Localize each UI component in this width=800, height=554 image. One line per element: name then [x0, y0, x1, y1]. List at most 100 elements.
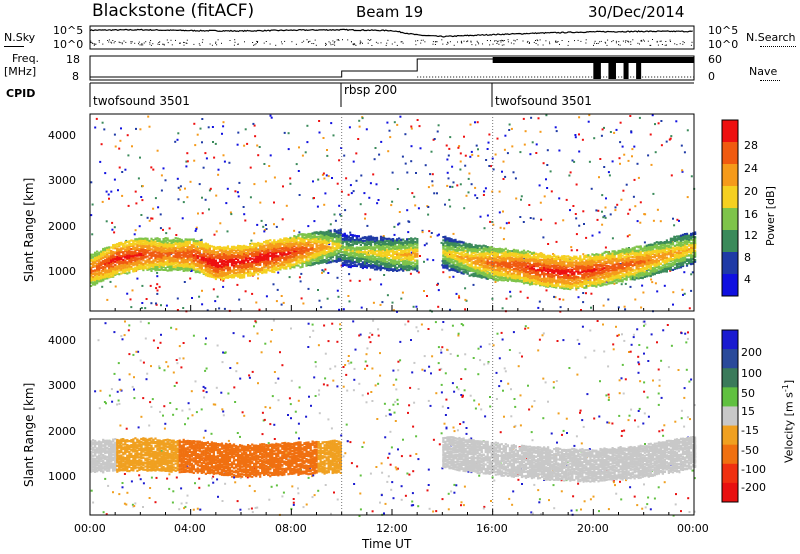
speckle — [218, 307, 221, 310]
data-cell — [392, 255, 395, 258]
speckle — [205, 157, 208, 160]
data-cell — [345, 234, 348, 237]
speckle — [429, 235, 432, 238]
data-cell — [309, 246, 312, 249]
data-cell — [140, 245, 143, 248]
data-cell — [130, 267, 133, 270]
data-cell — [408, 252, 411, 255]
speckle — [275, 300, 278, 303]
speckle — [651, 281, 654, 284]
data-cell — [321, 234, 324, 237]
noise-search-dot — [328, 41, 330, 43]
data-cell — [390, 249, 393, 252]
data-cell — [339, 244, 342, 247]
speckle — [611, 160, 614, 163]
noise-search-dot — [453, 44, 455, 46]
speckle — [90, 214, 93, 217]
speckle — [553, 295, 556, 298]
data-cell — [206, 256, 209, 259]
data-cell — [128, 252, 131, 255]
data-cell — [106, 277, 109, 280]
data-cell — [190, 265, 193, 268]
noise-search-dot — [329, 42, 331, 44]
data-cell — [373, 240, 377, 243]
data-cell — [218, 260, 222, 263]
data-cell — [212, 264, 215, 267]
data-cell — [392, 262, 395, 265]
data-cell — [202, 261, 205, 264]
data-cell — [164, 257, 167, 260]
data-cell — [130, 248, 133, 251]
speckle — [313, 197, 315, 199]
data-cell — [245, 256, 248, 260]
speckle — [632, 195, 635, 198]
data-cell — [398, 237, 401, 240]
data-cell — [386, 246, 389, 249]
data-cell — [251, 260, 254, 263]
data-cell — [375, 250, 379, 253]
speckle — [375, 183, 378, 186]
speckle — [90, 181, 93, 184]
speckle — [223, 160, 226, 163]
data-cell — [319, 253, 322, 256]
speckle — [488, 133, 491, 136]
noise-search-dot — [496, 43, 498, 44]
data-cell — [379, 240, 383, 243]
data-cell — [204, 263, 207, 266]
data-cell — [257, 267, 260, 270]
data-cell — [243, 259, 246, 262]
data-cell — [200, 243, 203, 247]
noise-search-dot — [622, 40, 624, 42]
data-cell — [377, 242, 381, 245]
data-cell — [381, 257, 385, 260]
data-cell — [138, 259, 141, 263]
data-cell — [247, 262, 250, 265]
data-cell — [239, 275, 242, 278]
speckle — [540, 218, 543, 221]
data-cell — [377, 246, 381, 249]
data-cell — [243, 261, 246, 265]
data-cell — [301, 239, 304, 242]
data-cell — [116, 249, 119, 252]
data-cell — [283, 259, 286, 262]
data-cell — [257, 264, 260, 267]
speckle — [423, 290, 425, 292]
noise-search-dot — [501, 40, 503, 41]
data-cell — [194, 247, 197, 251]
data-cell — [162, 259, 165, 262]
data-cell — [335, 253, 338, 256]
data-cell — [309, 245, 312, 248]
data-cell — [172, 255, 175, 258]
data-cell — [156, 246, 159, 249]
data-cell — [383, 240, 387, 243]
data-cell — [275, 244, 278, 247]
data-cell — [202, 248, 205, 251]
speckle — [229, 211, 232, 214]
speckle — [95, 117, 98, 120]
data-cell — [122, 260, 125, 263]
data-cell — [226, 257, 230, 260]
data-cell — [267, 262, 270, 265]
data-cell — [134, 242, 137, 246]
data-cell — [333, 228, 336, 232]
speckle — [255, 301, 258, 304]
speckle — [663, 284, 666, 287]
noise-search-dot — [314, 39, 316, 41]
speckle — [257, 277, 259, 280]
data-cell — [273, 265, 276, 268]
speckle — [690, 175, 693, 178]
data-cell — [319, 238, 322, 241]
data-cell — [398, 241, 401, 244]
data-cell — [381, 254, 385, 257]
data-cell — [269, 260, 272, 263]
data-cell — [174, 258, 177, 261]
data-cell — [291, 251, 294, 255]
speckle — [672, 303, 674, 306]
data-cell — [98, 271, 101, 274]
data-cell — [237, 249, 240, 252]
data-cell — [379, 259, 383, 262]
data-cell — [198, 246, 201, 249]
data-cell — [375, 253, 379, 256]
data-cell — [394, 257, 397, 260]
noise-search-dot — [559, 43, 560, 45]
